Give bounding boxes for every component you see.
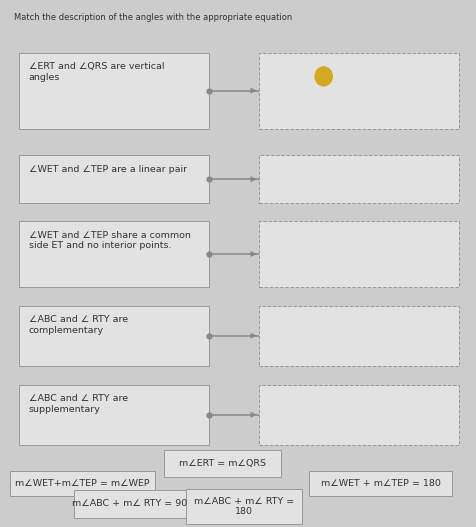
Text: m∠ABC + m∠ RTY =
180: m∠ABC + m∠ RTY = 180 <box>194 497 294 516</box>
FancyBboxPatch shape <box>74 490 186 518</box>
FancyBboxPatch shape <box>164 450 281 477</box>
FancyBboxPatch shape <box>19 221 209 287</box>
FancyBboxPatch shape <box>259 221 459 287</box>
Text: ∠ABC and ∠ RTY are
complementary: ∠ABC and ∠ RTY are complementary <box>29 315 128 335</box>
Text: m∠WET + m∠TEP = 180: m∠WET + m∠TEP = 180 <box>321 479 441 489</box>
FancyBboxPatch shape <box>309 471 452 496</box>
Text: ∠WET and ∠TEP are a linear pair: ∠WET and ∠TEP are a linear pair <box>29 165 187 174</box>
FancyBboxPatch shape <box>19 155 209 203</box>
FancyBboxPatch shape <box>19 385 209 445</box>
Text: Match the description of the angles with the appropriate equation: Match the description of the angles with… <box>14 13 293 22</box>
FancyBboxPatch shape <box>259 155 459 203</box>
FancyBboxPatch shape <box>259 53 459 129</box>
Text: ∠ERT and ∠QRS are vertical
angles: ∠ERT and ∠QRS are vertical angles <box>29 62 164 82</box>
Circle shape <box>315 67 332 86</box>
FancyBboxPatch shape <box>19 306 209 366</box>
FancyBboxPatch shape <box>259 385 459 445</box>
FancyBboxPatch shape <box>19 53 209 129</box>
Text: m∠WET+m∠TEP = m∠WEP: m∠WET+m∠TEP = m∠WEP <box>15 479 149 489</box>
Text: ∠ABC and ∠ RTY are
supplementary: ∠ABC and ∠ RTY are supplementary <box>29 394 128 414</box>
Text: m∠ABC + m∠ RTY = 90: m∠ABC + m∠ RTY = 90 <box>72 499 188 509</box>
FancyBboxPatch shape <box>186 489 302 524</box>
Text: ∠WET and ∠TEP share a common
side ET and no interior points.: ∠WET and ∠TEP share a common side ET and… <box>29 231 190 250</box>
Text: m∠ERT = m∠QRS: m∠ERT = m∠QRS <box>179 458 266 468</box>
FancyBboxPatch shape <box>10 471 155 496</box>
FancyBboxPatch shape <box>259 306 459 366</box>
